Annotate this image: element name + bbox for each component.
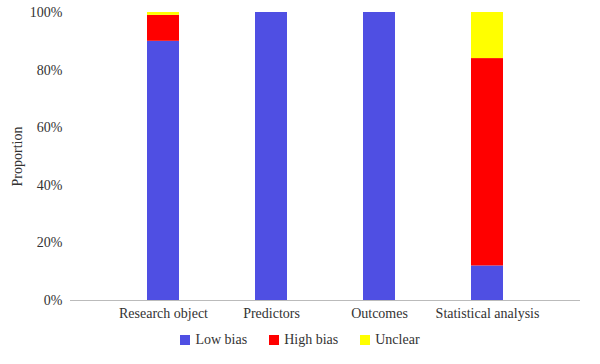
svg-text:100%: 100%	[30, 5, 63, 20]
html-text:Low bias: Low bias	[195, 332, 248, 347]
svg-text:80%: 80%	[37, 63, 63, 78]
svg-text:Proportion: Proportion	[10, 127, 25, 187]
svg-text:Statistical analysis: Statistical analysis	[436, 306, 540, 321]
html-text:High bias: High bias	[284, 332, 339, 347]
svg-text:Research object: Research object	[119, 306, 208, 321]
html-text:Unclear: Unclear	[375, 332, 420, 347]
svg-text:20%: 20%	[37, 235, 63, 250]
svg-text:Predictors: Predictors	[243, 306, 300, 321]
svg-text:40%: 40%	[37, 178, 63, 193]
svg-text:0%: 0%	[44, 293, 63, 308]
svg-text:60%: 60%	[37, 120, 63, 135]
svg-text:Outcomes: Outcomes	[351, 306, 408, 321]
